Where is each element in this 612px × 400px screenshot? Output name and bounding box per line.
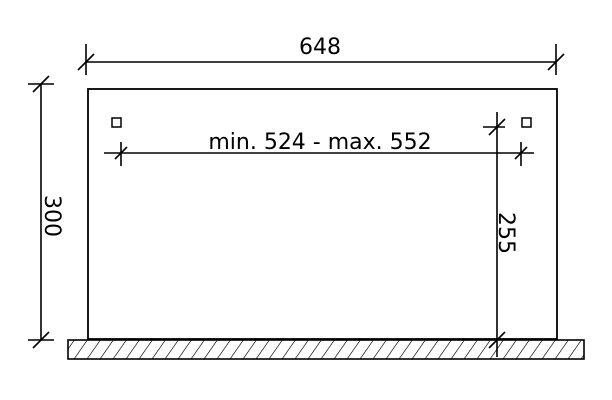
- frame-outline: [87, 88, 558, 340]
- height-dimension-label: 300: [39, 195, 64, 237]
- span-dimension-line: [104, 142, 534, 166]
- ground-hatching: [67, 339, 585, 360]
- post-marker-left: [111, 117, 122, 128]
- post-height-dimension-line: [483, 112, 506, 357]
- post-marker-right: [521, 117, 532, 128]
- width-dimension-label: 648: [299, 35, 341, 60]
- span-dimension-label: min. 524 - max. 552: [208, 130, 431, 155]
- post-height-dimension-label: 255: [493, 212, 518, 254]
- width-dimension-line: [77, 44, 565, 75]
- height-dimension-line: [28, 75, 54, 349]
